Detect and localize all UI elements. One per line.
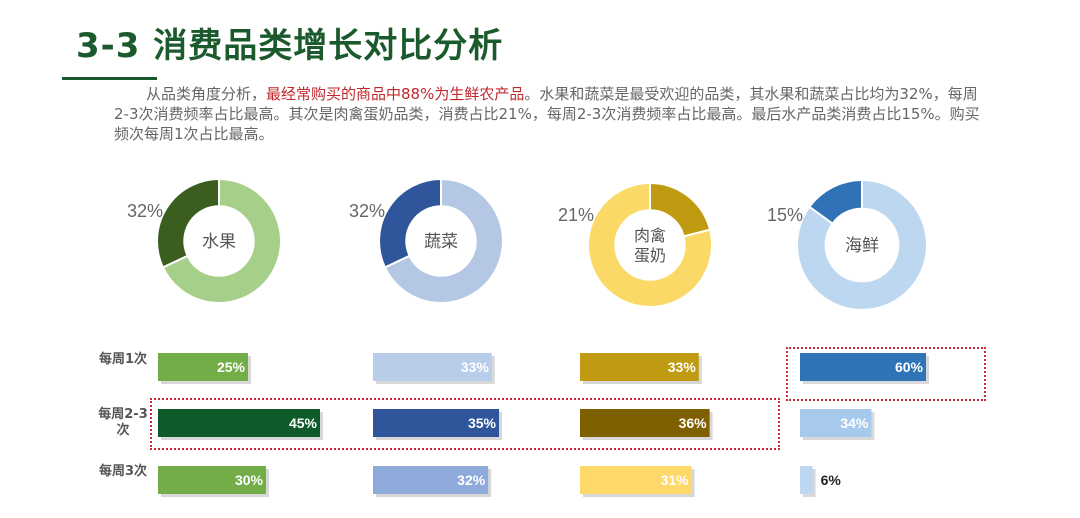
- bar-value-label: 36%: [679, 415, 708, 431]
- donut-center-label: 蛋奶: [634, 246, 666, 265]
- donut-value-label: 32%: [127, 201, 163, 221]
- highlight-box-2-3-times: [150, 398, 780, 450]
- donut-center-label: 海鲜: [845, 236, 879, 256]
- bar-0-2: [158, 466, 266, 494]
- bar-value-label: 25%: [217, 359, 246, 375]
- donut-share-3: [808, 178, 863, 226]
- donut-rest-2: [587, 181, 713, 308]
- bar-value-label: 33%: [668, 359, 697, 375]
- donut-share-2: [649, 181, 712, 238]
- title-underline: [62, 77, 157, 80]
- bar-value-label: 33%: [461, 359, 490, 375]
- row-label-weekly-2-3: 每周2-3次: [98, 407, 148, 438]
- bar-value-label: 60%: [895, 359, 924, 375]
- donut-share-1: [378, 177, 442, 269]
- donut-value-label: 21%: [558, 205, 594, 225]
- bar-2-1: [580, 409, 710, 437]
- donut-center-label: 蔬菜: [424, 232, 458, 252]
- donut-rest-1: [383, 177, 504, 304]
- bar-value-label: 34%: [840, 415, 869, 431]
- donut-center-label: 水果: [202, 232, 236, 252]
- bar-1-0: [373, 353, 492, 381]
- donut-center-label: 肉禽: [634, 226, 666, 245]
- highlight-box-seafood-weekly: [786, 347, 986, 401]
- para-text-rest: 。水果和蔬菜是最受欢迎的品类，其水果和蔬菜占比均为32%，每周2-3次消费频率占…: [114, 85, 980, 143]
- donut-value-label: 32%: [349, 201, 385, 221]
- bar-value-label: 32%: [457, 472, 486, 488]
- row-label-weekly-3: 每周3次: [98, 464, 148, 479]
- slide-title: 3-3 消费品类增长对比分析: [76, 26, 504, 66]
- bar-value-label: 45%: [289, 415, 318, 431]
- bar-3-1: [800, 409, 872, 437]
- donut-rest-3: [796, 178, 928, 311]
- donut-value-label: 15%: [767, 205, 803, 225]
- para-text: 从品类角度分析，: [146, 85, 267, 103]
- bar-value-label: 35%: [468, 415, 497, 431]
- bar-0-1: [158, 409, 320, 437]
- donut-rest-0: [161, 177, 282, 304]
- bar-3-0: [800, 353, 926, 381]
- para-highlight: 最经常购买的商品中88%为生鲜农产品: [266, 85, 525, 103]
- bar-3-2: [800, 466, 813, 494]
- bar-value-label: 6%: [821, 472, 842, 488]
- bar-2-2: [580, 466, 692, 494]
- bar-value-label: 30%: [235, 472, 264, 488]
- bar-0-0: [158, 353, 248, 381]
- bar-2-0: [580, 353, 699, 381]
- bar-value-label: 31%: [661, 472, 690, 488]
- bar-1-2: [373, 466, 489, 494]
- summary-paragraph: 从品类角度分析，最经常购买的商品中88%为生鲜农产品。水果和蔬菜是最受欢迎的品类…: [114, 84, 984, 144]
- donut-share-0: [156, 177, 220, 269]
- bar-1-1: [373, 409, 499, 437]
- row-label-weekly-1: 每周1次: [98, 352, 148, 367]
